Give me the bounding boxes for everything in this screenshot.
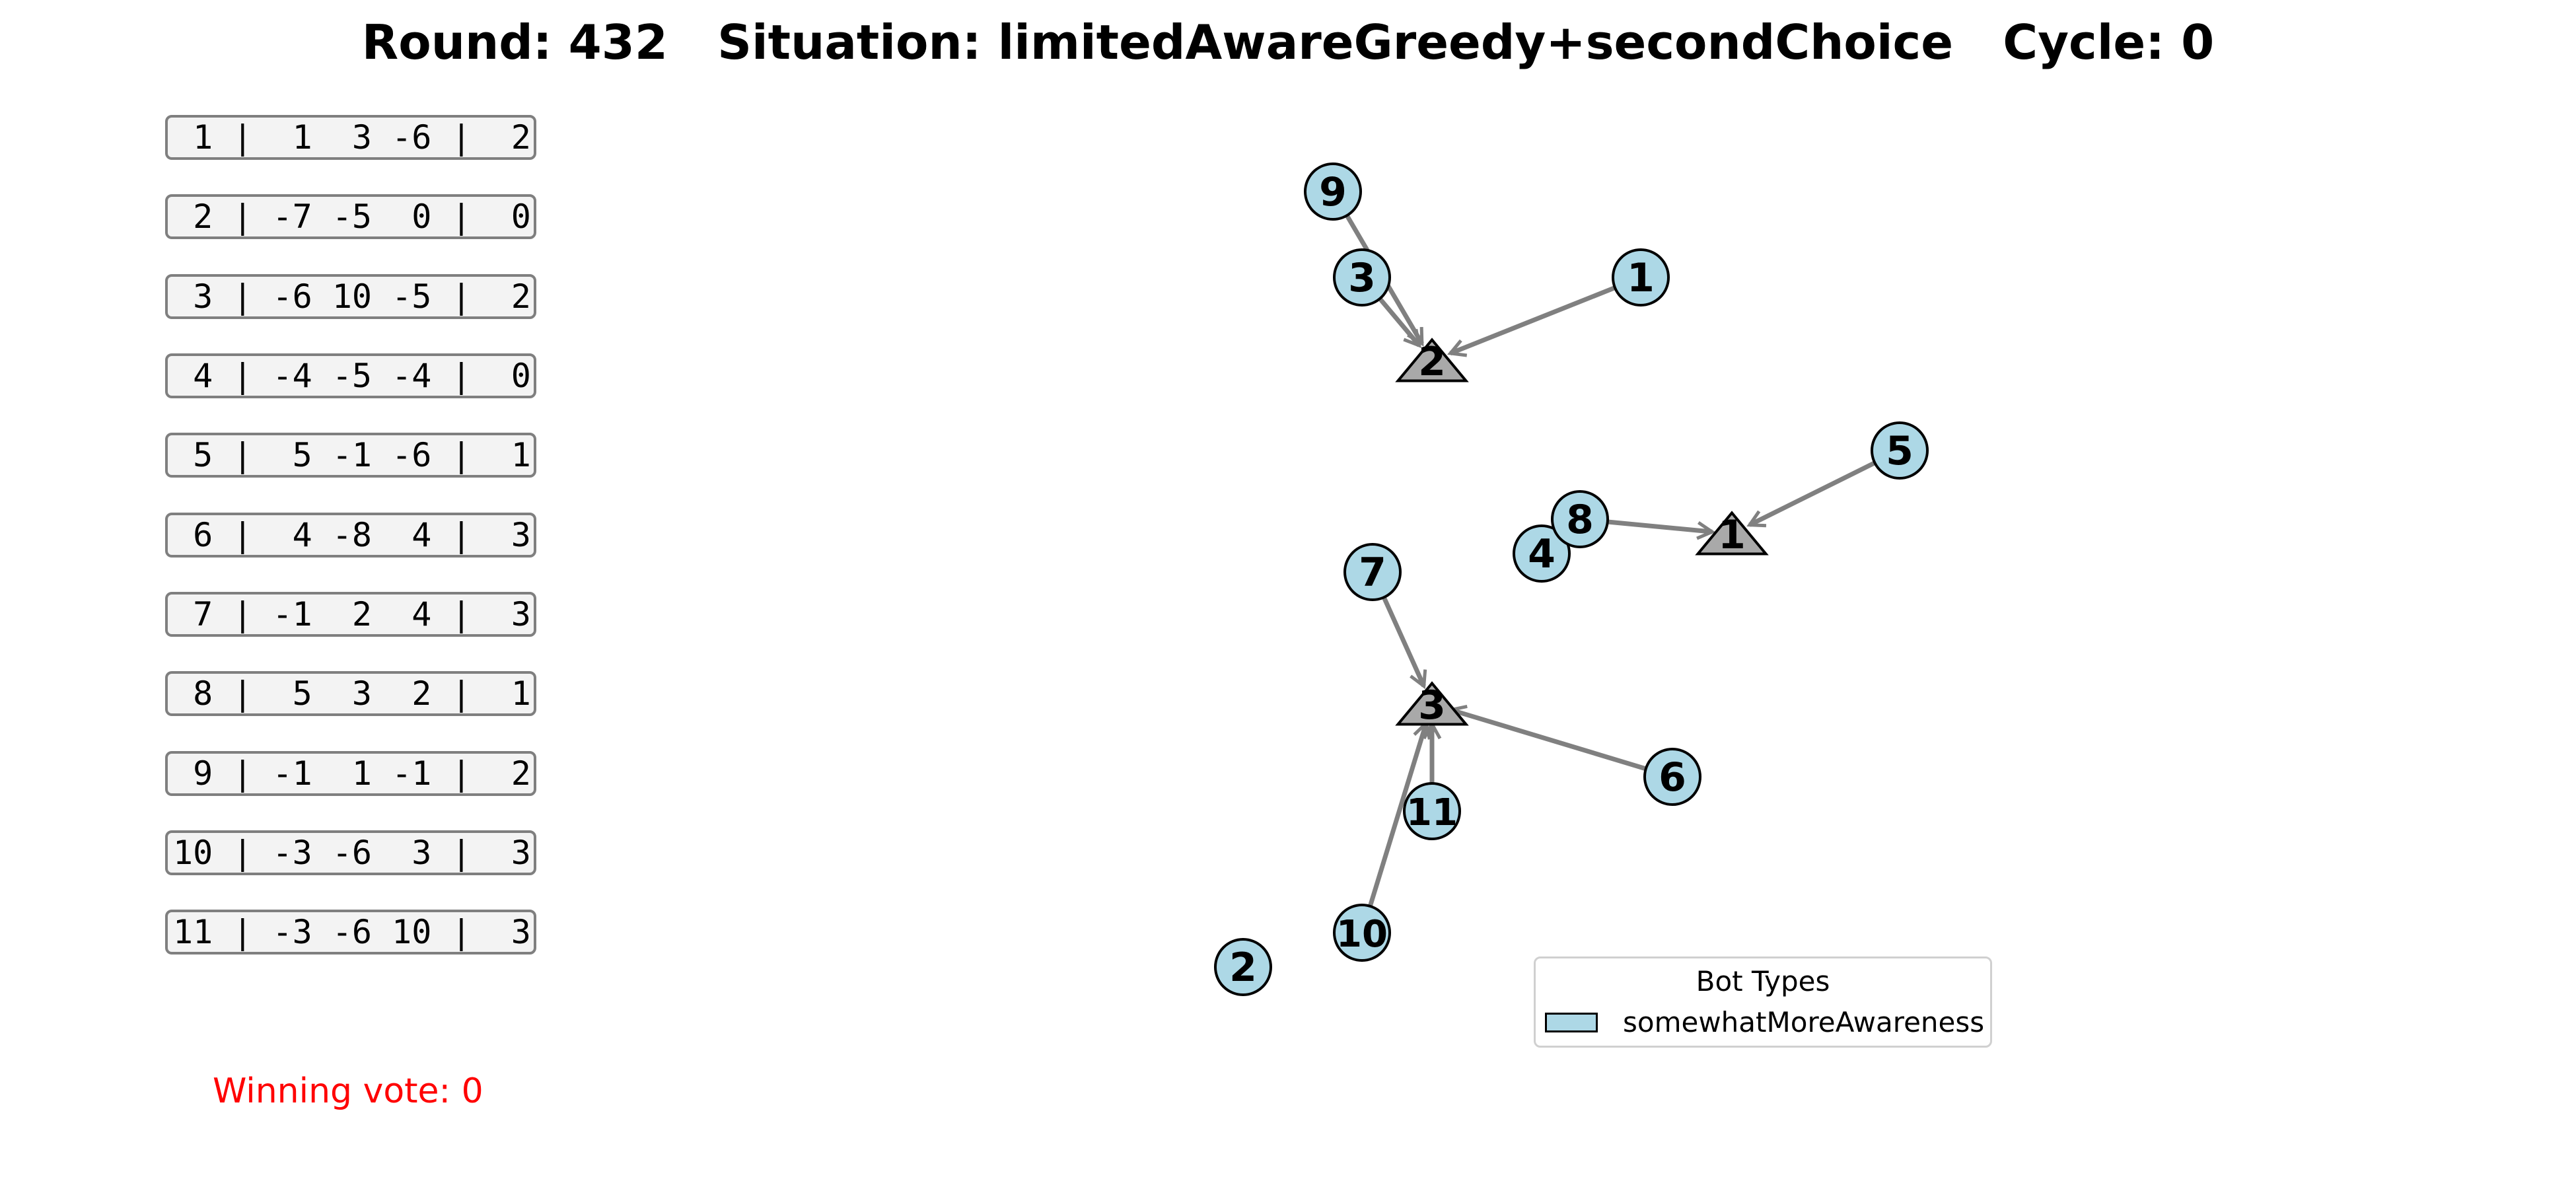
situation-label: Situation: limitedAwareGreedy+secondChoi… <box>717 15 1954 70</box>
bot-node-1: 1 <box>1612 248 1670 306</box>
bot-node-6: 6 <box>1643 748 1701 806</box>
figure-title: Round: 432 Situation: limitedAwareGreedy… <box>0 15 2576 70</box>
bot-label: 10 <box>1336 913 1388 956</box>
edge-bot-10-to-option-3 <box>1367 722 1429 907</box>
agent-row-3: 3 | -6 10 -5 | 2 <box>165 274 536 319</box>
bot-node-11: 11 <box>1403 782 1461 840</box>
bot-node-2: 2 <box>1214 938 1272 996</box>
bot-node-4: 4 <box>1513 524 1571 583</box>
legend-title: Bot Types <box>1696 965 1830 997</box>
agent-row-10: 10 | -3 -6 3 | 3 <box>165 830 536 875</box>
option-label: 1 <box>1718 512 1746 558</box>
agent-row-7: 7 | -1 2 4 | 3 <box>165 592 536 637</box>
bot-circle <box>1403 782 1461 840</box>
bot-node-10: 10 <box>1333 904 1391 962</box>
bot-label: 7 <box>1359 550 1386 596</box>
agent-row-11: 11 | -3 -6 10 | 3 <box>165 910 536 955</box>
bot-label: 3 <box>1348 255 1376 301</box>
bot-node-7: 7 <box>1343 543 1402 601</box>
option-node-2: 2 <box>1395 338 1469 385</box>
bot-node-3: 3 <box>1333 248 1391 306</box>
agent-row-8: 8 | 5 3 2 | 1 <box>165 671 536 716</box>
bot-label: 1 <box>1627 255 1655 301</box>
bot-label: 2 <box>1229 945 1257 991</box>
agent-row-6: 6 | 4 -8 4 | 3 <box>165 513 536 558</box>
bot-circle <box>1551 490 1609 548</box>
option-label: 3 <box>1418 682 1446 729</box>
bot-circle <box>1513 524 1571 583</box>
legend-swatch <box>1545 1013 1598 1032</box>
legend-entry-label: somewhatMoreAwareness <box>1623 1006 1985 1038</box>
bot-node-8: 8 <box>1551 490 1609 548</box>
bot-circle <box>1612 248 1670 306</box>
edge-bot-8-to-option-1 <box>1607 519 1713 534</box>
bot-node-9: 9 <box>1304 162 1362 221</box>
bot-circle <box>1214 938 1272 996</box>
bot-circle <box>1343 543 1402 601</box>
agent-row-5: 5 | 5 -1 -6 | 1 <box>165 433 536 478</box>
bot-label: 11 <box>1406 791 1458 834</box>
winning-vote-label: Winning vote: 0 <box>213 1071 483 1111</box>
bot-circle <box>1643 748 1701 806</box>
bot-node-5: 5 <box>1871 421 1929 480</box>
edge-bot-5-to-option-1 <box>1748 460 1876 527</box>
option-label: 2 <box>1418 339 1446 385</box>
agent-row-4: 4 | -4 -5 -4 | 0 <box>165 353 536 398</box>
bot-circle <box>1871 421 1929 480</box>
bot-label: 8 <box>1566 497 1594 543</box>
bot-label: 4 <box>1528 531 1556 577</box>
bot-circle <box>1304 162 1362 221</box>
edge-bot-6-to-option-3 <box>1450 707 1647 772</box>
round-label: Round: 432 <box>361 15 668 70</box>
arrowhead-bot-8 <box>1696 521 1716 540</box>
arrowhead-bot-9 <box>1406 326 1424 347</box>
agent-row-2: 2 | -7 -5 0 | 0 <box>165 194 536 239</box>
option-triangle <box>1695 511 1769 556</box>
edge-bot-7-to-option-3 <box>1382 596 1426 688</box>
option-triangle <box>1395 681 1469 726</box>
option-triangle <box>1395 338 1469 382</box>
edge-bot-1-to-option-2 <box>1449 285 1616 356</box>
bot-circle <box>1333 904 1391 962</box>
legend: Bot Types somewhatMoreAwareness <box>1534 956 1992 1048</box>
bot-label: 9 <box>1319 169 1347 215</box>
agent-row-9: 9 | -1 1 -1 | 2 <box>165 751 536 796</box>
option-node-1: 1 <box>1695 511 1769 558</box>
agent-row-1: 1 | 1 3 -6 | 2 <box>165 115 536 160</box>
arrowhead-bot-1 <box>1447 339 1468 357</box>
bot-label: 5 <box>1886 428 1914 474</box>
bot-circle <box>1333 248 1391 306</box>
arrowhead-bot-7 <box>1410 669 1427 690</box>
bot-label: 6 <box>1659 754 1686 801</box>
arrowhead-bot-5 <box>1746 510 1767 528</box>
option-node-3: 3 <box>1395 681 1469 729</box>
cycle-label: Cycle: 0 <box>2003 15 2215 70</box>
